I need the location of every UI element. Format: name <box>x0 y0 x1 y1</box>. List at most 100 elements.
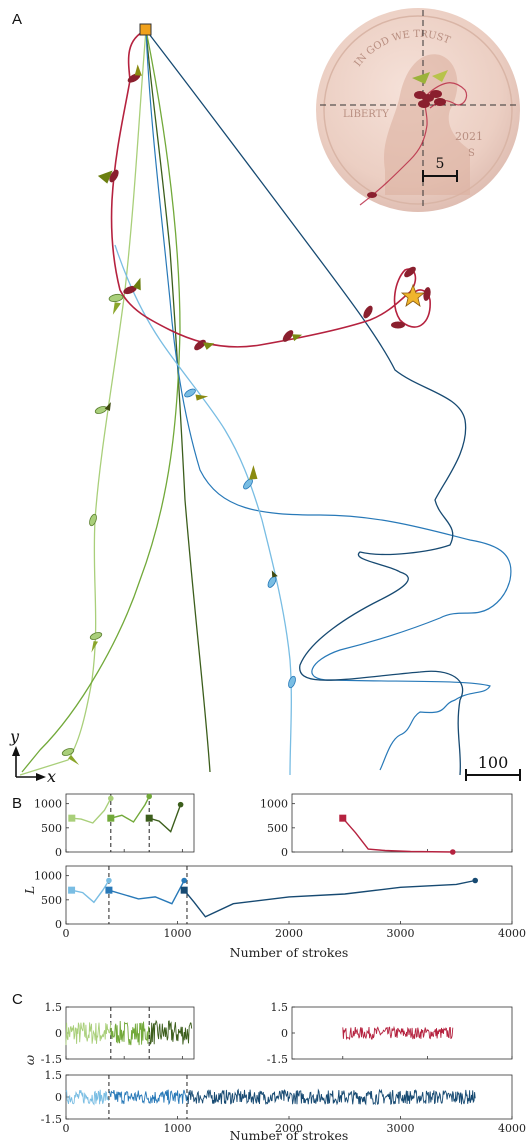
series-line <box>149 804 182 833</box>
plots: 0 500 1000 L 0 500 1000 0 500 1000 0 1000 2000 3000 40… <box>22 793 526 1143</box>
bug-marker <box>404 266 416 278</box>
y-tick-label: 1000 <box>34 798 62 811</box>
trajectory-red <box>110 29 431 348</box>
x-axis-label: x <box>47 767 56 786</box>
series-end-marker <box>181 877 187 884</box>
end-star-marker <box>400 283 426 307</box>
bug-marker <box>288 675 296 689</box>
x-tick-label: 4000 <box>498 1122 526 1135</box>
series-start-marker <box>180 886 188 894</box>
series-end-marker <box>449 849 456 855</box>
series-line <box>108 1089 188 1106</box>
series-end-marker <box>472 877 479 884</box>
y-tick-label: 0 <box>55 1027 62 1040</box>
start-marker <box>139 23 152 36</box>
y-tick-label: 1.5 <box>271 1001 289 1014</box>
bug-marker <box>123 277 141 295</box>
bug-marker <box>94 402 111 414</box>
series-line <box>110 1020 150 1046</box>
bug-marker <box>391 321 405 329</box>
series-line <box>342 817 453 853</box>
bug-marker <box>127 64 142 83</box>
x-axis-label: Number of strokes <box>230 1128 349 1143</box>
trajectory-panel: IN GOD WE TRUST LIBERTY 2021 S 5 <box>9 8 521 786</box>
chart-axes-2: 0 500 1000 0 1000 2000 3000 4000 Number of strok… <box>34 865 526 960</box>
chart-axes-0: 0 500 1000 L <box>22 793 195 895</box>
y-tick-label: 1000 <box>34 870 62 883</box>
series-line <box>148 1019 193 1045</box>
x-axis-label: Number of strokes <box>230 945 349 960</box>
coin-inset: IN GOD WE TRUST LIBERTY 2021 S 5 <box>316 8 520 212</box>
series-line <box>110 796 150 823</box>
series-line <box>108 880 185 905</box>
y-tick-label: 0 <box>281 1027 288 1040</box>
x-tick-label: 2000 <box>275 1122 303 1135</box>
y-tick-label: 0 <box>55 846 62 859</box>
series-end-marker <box>106 877 112 884</box>
scale-bar-label: 100 <box>478 753 509 772</box>
panel-label-a: A <box>12 11 22 28</box>
y-tick-label: 500 <box>41 894 62 907</box>
bug-marker <box>282 330 303 342</box>
coin-mint: S <box>468 148 475 159</box>
x-tick-label: 0 <box>63 927 70 940</box>
y-tick-label: 1000 <box>260 798 288 811</box>
series-start-marker <box>105 886 113 894</box>
y-tick-label: 1.5 <box>45 1001 63 1014</box>
y-tick-label: 0 <box>55 1091 62 1104</box>
y-tick-label: 0 <box>55 918 62 931</box>
trajectory-light-green <box>19 29 147 776</box>
chart-axes-3: -1.5 0 1.5 ω <box>22 1001 195 1066</box>
y-tick-label: 1.5 <box>45 1069 63 1082</box>
coin-year: 2021 <box>455 130 483 143</box>
chart-axes-4: -1.5 0 1.5 <box>267 1001 513 1066</box>
series-line <box>342 1025 454 1041</box>
axes-frame <box>291 793 513 853</box>
bug-marker <box>363 305 373 319</box>
axes-frame <box>65 793 195 853</box>
series-start-marker <box>107 814 115 822</box>
x-tick-label: 3000 <box>387 1122 415 1135</box>
series-start-marker <box>339 814 347 822</box>
bug-marker <box>423 287 431 301</box>
y-tick-label: -1.5 <box>267 1053 288 1066</box>
series-end-marker <box>108 795 114 802</box>
bug-marker <box>267 570 278 588</box>
x-tick-label: 1000 <box>164 1122 192 1135</box>
bug-marker <box>89 513 97 527</box>
series-end-marker <box>177 801 184 808</box>
series-start-marker <box>68 886 76 894</box>
bug-marker <box>61 748 80 765</box>
trajectory-light-blue <box>114 244 292 776</box>
x-tick-label: 2000 <box>275 927 303 940</box>
bug-markers <box>61 64 431 765</box>
trajectory-dark-green <box>145 29 211 773</box>
y-tick-label: 500 <box>41 822 62 835</box>
y-axis-label: y <box>9 727 20 746</box>
x-tick-label: 3000 <box>387 927 415 940</box>
inset-bug-cluster <box>367 70 448 198</box>
bug-marker <box>97 169 119 184</box>
series-start-marker <box>145 814 153 822</box>
inset-scale-label: 5 <box>436 156 445 172</box>
axes-frame <box>65 865 513 925</box>
trajectory-dark-blue <box>145 29 467 776</box>
series-line <box>183 879 476 918</box>
bug-marker <box>108 293 124 315</box>
y-tick-label: 0 <box>281 846 288 859</box>
series-line <box>71 880 110 904</box>
x-tick-label: 0 <box>63 1122 70 1135</box>
series-line <box>65 1089 110 1106</box>
series-line <box>71 798 112 824</box>
coin-liberty: LIBERTY <box>343 109 389 120</box>
bug-marker <box>243 465 258 490</box>
x-tick-label: 4000 <box>498 927 526 940</box>
series-end-marker <box>146 793 152 800</box>
y-tick-label: -1.5 <box>41 1053 62 1066</box>
y-axis-label: ω <box>22 1055 37 1065</box>
y-axis-label: L <box>22 886 37 895</box>
trajectory-mid-green <box>21 29 181 773</box>
trajectory-mid-blue <box>145 29 512 771</box>
